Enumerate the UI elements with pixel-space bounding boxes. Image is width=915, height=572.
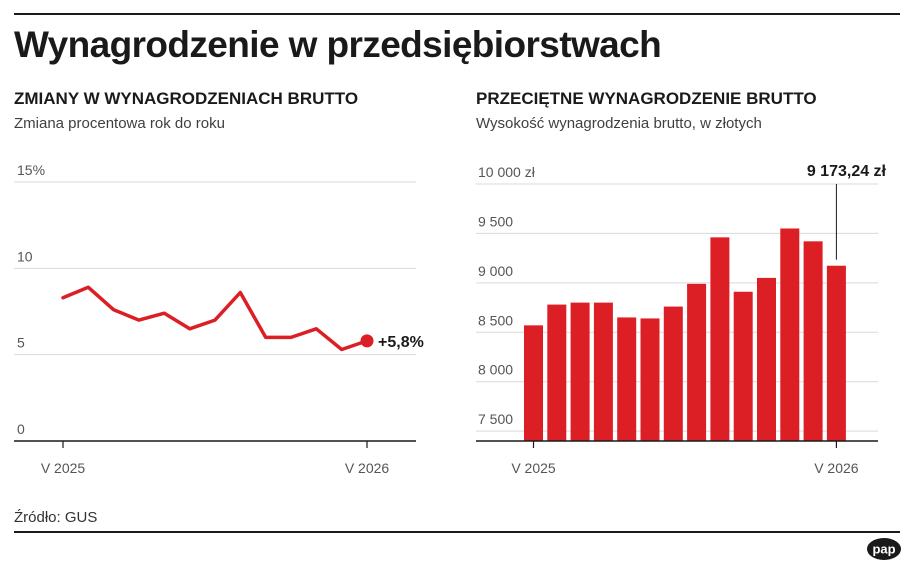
last-value-label: 9 173,24 zł xyxy=(807,163,887,180)
bar xyxy=(826,265,846,441)
pap-logo-text: pap xyxy=(872,542,895,557)
bar xyxy=(663,306,683,441)
x-tick-label: V 2025 xyxy=(41,460,86,476)
bar xyxy=(780,228,800,441)
x-tick-label: V 2026 xyxy=(814,460,859,476)
source-note: Źródło: GUS xyxy=(14,509,98,526)
y-tick-label: 10 xyxy=(17,248,33,264)
bar xyxy=(733,291,753,441)
y-tick-label: 7 500 xyxy=(478,411,513,427)
x-tick-label: V 2025 xyxy=(511,460,556,476)
top-rule xyxy=(14,13,900,15)
y-tick-label: 8 000 xyxy=(478,362,513,378)
last-point-marker xyxy=(360,334,374,348)
last-value-label: +5,8% xyxy=(378,334,424,351)
y-tick-label: 9 500 xyxy=(478,213,513,229)
left-chart-subtitle: Zmiana procentowa rok do roku xyxy=(14,115,225,132)
x-tick-label: V 2026 xyxy=(345,460,390,476)
bar xyxy=(640,318,660,441)
bar xyxy=(687,283,707,441)
bar xyxy=(593,302,613,441)
y-tick-label: 10 000 zł xyxy=(478,164,536,180)
bar xyxy=(617,317,637,441)
y-tick-label: 8 500 xyxy=(478,312,513,328)
pap-logo: pap xyxy=(867,538,901,560)
left-chart-title: ZMIANY W WYNAGRODZENIACH BRUTTO xyxy=(14,89,359,108)
y-tick-label: 15% xyxy=(17,162,45,178)
bar xyxy=(710,237,730,441)
bar xyxy=(524,325,543,441)
y-tick-label: 5 xyxy=(17,335,25,351)
bar xyxy=(803,241,823,441)
series-line xyxy=(61,285,369,352)
right-chart-subtitle: Wysokość wynagrodzenia brutto, w złotych xyxy=(476,115,762,132)
right-chart-title: PRZECIĘTNE WYNAGRODZENIE BRUTTO xyxy=(476,89,817,108)
bar xyxy=(757,277,776,441)
bottom-rule xyxy=(14,531,900,533)
y-tick-label: 9 000 xyxy=(478,263,513,279)
page-title: Wynagrodzenie w przedsiębiorstwach xyxy=(14,24,662,65)
y-tick-label: 0 xyxy=(17,421,25,437)
bar xyxy=(547,304,567,441)
bar xyxy=(570,302,590,441)
